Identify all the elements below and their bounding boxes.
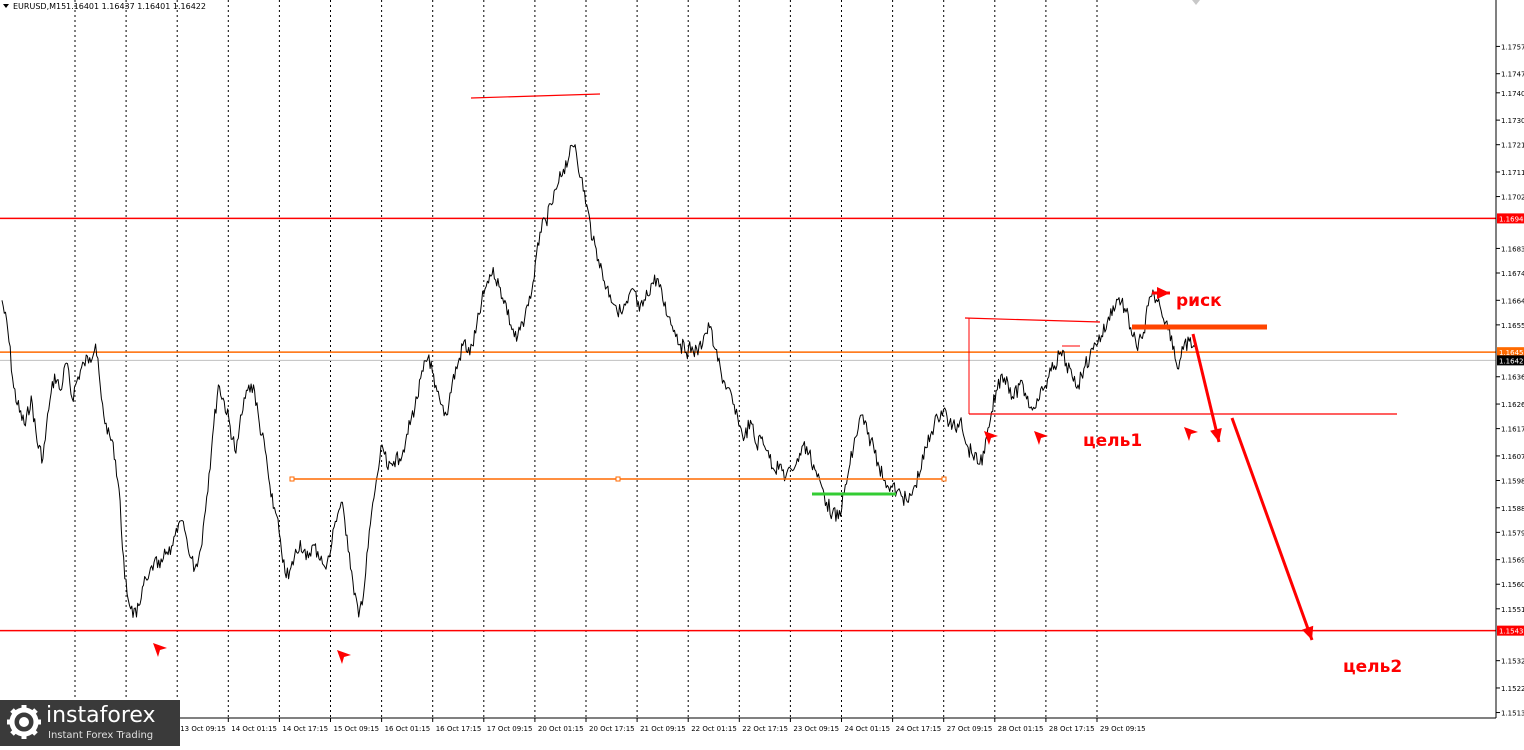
target2-label: цель2 — [1343, 657, 1402, 677]
time-tick-label: 16 Oct 17:15 — [436, 725, 482, 733]
time-tick-label: 27 Oct 09:15 — [947, 725, 993, 733]
price-tick-label: 1.1711 — [1501, 169, 1524, 177]
price-tick-label: 1.1551 — [1501, 606, 1524, 614]
price-series-layer — [1, 144, 1196, 618]
price-level-badge-label: 1.1642 — [1499, 357, 1524, 365]
price-level-badge-label: 1.1645 — [1499, 349, 1524, 357]
target1-arrow-shaft[interactable] — [1191, 333, 1221, 443]
price-tick-layer: 1.1757 1.1747 1.1740 1.1730 1.1721 1.1711 1.17… — [1496, 43, 1524, 718]
target2-arrow-head[interactable] — [1301, 625, 1314, 640]
target1-label: цель1 — [1083, 431, 1142, 451]
price-tick-label: 1.1617 — [1501, 426, 1524, 434]
price-tick-label: 1.1522 — [1501, 685, 1524, 693]
price-tick-label: 1.1757 — [1501, 43, 1524, 51]
swing-low-marker-4 — [1034, 431, 1048, 445]
trendline-anchor-handle[interactable] — [289, 476, 295, 482]
time-tick-label: 28 Oct 17:15 — [1049, 725, 1095, 733]
time-tick-label: 29 Oct 09:15 — [1100, 725, 1146, 733]
time-tick-label: 28 Oct 01:15 — [998, 725, 1044, 733]
price-tick-label: 1.1747 — [1501, 71, 1524, 79]
swing-low-marker-3 — [984, 431, 998, 445]
swing-low-marker-1 — [153, 643, 167, 657]
risk-label: риск — [1176, 291, 1222, 311]
price-tick-label: 1.1579 — [1501, 529, 1524, 537]
shift-marker-icon[interactable] — [1192, 0, 1200, 5]
time-tick-label: 20 Oct 17:15 — [589, 725, 635, 733]
price-tick-label: 1.1560 — [1501, 581, 1524, 589]
swing-low-marker-1-shape — [153, 643, 167, 657]
price-tick-label: 1.1607 — [1501, 453, 1524, 461]
symbol-title: EURUSD,M15 — [13, 2, 66, 11]
price-tick-label: 1.1513 — [1501, 710, 1524, 718]
price-tick-label: 1.1674 — [1501, 270, 1524, 278]
broker-watermark: instaforex Instant Forex Trading — [0, 700, 180, 746]
price-tick-label: 1.1655 — [1501, 322, 1524, 330]
time-tick-label: 16 Oct 01:15 — [385, 725, 431, 733]
level-layer — [0, 217, 1496, 632]
time-tick-label: 22 Oct 17:15 — [742, 725, 788, 733]
price-tick-label: 1.1683 — [1501, 245, 1524, 253]
price-level-badge — [1497, 213, 1524, 224]
swing-low-marker-2 — [337, 650, 351, 664]
time-tick-label: 21 Oct 09:15 — [640, 725, 686, 733]
time-tick-label: 17 Oct 09:15 — [487, 725, 533, 733]
time-tick-label: 13 Oct 09:15 — [180, 725, 226, 733]
drawing-layer — [153, 93, 1397, 664]
time-tick-label: 24 Oct 17:15 — [896, 725, 942, 733]
price-tick-label: 1.1626 — [1501, 401, 1524, 409]
swing-low-marker-3-shape — [984, 431, 998, 445]
chart-header: EURUSD,M15 1.16401 1.16437 1.16401 1.164… — [3, 2, 206, 11]
swing-low-marker-5 — [1184, 427, 1198, 441]
target1-arrow-head[interactable] — [1210, 427, 1222, 442]
price-tick-label: 1.1598 — [1501, 477, 1524, 485]
brand-tagline: Instant Forex Trading — [48, 730, 154, 741]
trendline-anchor-handle[interactable] — [615, 476, 621, 482]
price-level-badge — [1497, 347, 1524, 358]
price-tick-label: 1.1702 — [1501, 194, 1524, 202]
time-tick-label: 20 Oct 01:15 — [538, 725, 584, 733]
high-trendline[interactable] — [470, 93, 601, 99]
price-tick-label: 1.1569 — [1501, 557, 1524, 565]
gear-logo-icon — [7, 705, 41, 739]
risk-arrow-head[interactable] — [1157, 287, 1170, 299]
price-level-badge-label: 1.1543 — [1499, 628, 1524, 636]
price-level-badge — [1497, 625, 1524, 636]
time-tick-label: 15 Oct 09:15 — [334, 725, 380, 733]
price-tick-label: 1.1532 — [1501, 658, 1524, 666]
price-tick-label: 1.1740 — [1501, 90, 1524, 98]
time-tick-label: 14 Oct 01:15 — [231, 725, 277, 733]
trendline-anchor-handle[interactable] — [941, 476, 947, 482]
brand-name: instaforex — [46, 703, 156, 728]
time-tick-label: 24 Oct 01:15 — [845, 725, 891, 733]
price-line-eurusd[interactable] — [1, 144, 1196, 618]
price-tick-label: 1.1636 — [1501, 374, 1524, 382]
swing-low-marker-5-shape — [1184, 427, 1198, 441]
resistance-trendline[interactable] — [964, 317, 1101, 323]
target2-arrow-shaft[interactable] — [1230, 417, 1314, 641]
price-tick-label: 1.1730 — [1501, 117, 1524, 125]
price-tick-label: 1.1588 — [1501, 505, 1524, 513]
time-tick-label: 22 Oct 01:15 — [691, 725, 737, 733]
time-tick-label: 14 Oct 17:15 — [282, 725, 328, 733]
price-tick-label: 1.1664 — [1501, 297, 1524, 305]
price-level-badge-label: 1.1694 — [1499, 215, 1524, 223]
swing-low-marker-2-shape — [337, 650, 351, 664]
ohlc-readout: 1.16401 1.16437 1.16401 1.16422 — [66, 2, 206, 11]
swing-low-marker-4-shape — [1034, 431, 1048, 445]
price-tick-label: 1.1721 — [1501, 142, 1524, 150]
caret-down-icon[interactable] — [3, 4, 9, 8]
price-level-badge — [1497, 355, 1524, 366]
time-tick-label: 23 Oct 09:15 — [793, 725, 839, 733]
